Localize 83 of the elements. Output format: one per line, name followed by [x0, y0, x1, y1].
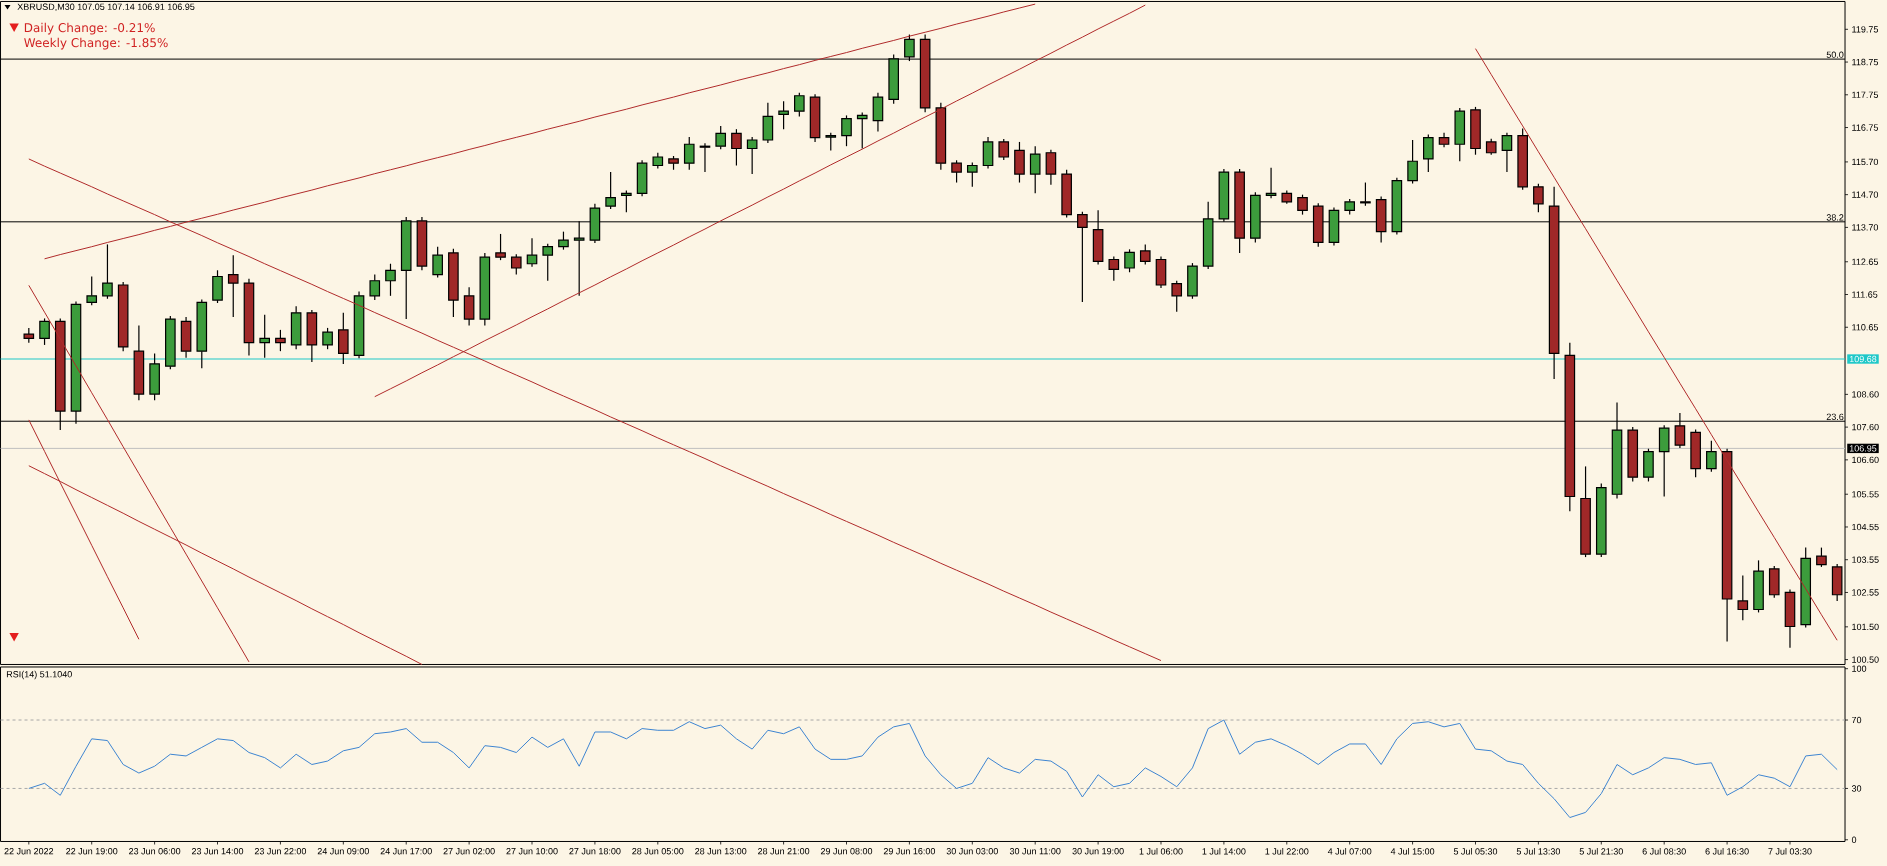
x-tick-label: 27 Jun 18:00 [569, 848, 621, 855]
y-tick-label: 102.55 [1852, 589, 1879, 596]
candlestick [1438, 132, 1450, 148]
x-tick-label: 29 Jun 16:00 [883, 848, 936, 855]
x-tick-label: 1 Jul 14:00 [1202, 848, 1246, 855]
candlestick [133, 325, 145, 401]
y-tick-label: 106.60 [1852, 456, 1879, 464]
y-tick-label: 113.70 [1852, 224, 1879, 231]
y-tick-label: 119.75 [1852, 26, 1879, 33]
candlestick [699, 142, 711, 173]
x-tick-label: 27 Jun 02:00 [443, 848, 495, 855]
candlestick [1784, 588, 1796, 649]
y-tick-label: 103.55 [1852, 556, 1879, 563]
y-tick-label: 108.60 [1852, 391, 1879, 398]
y-tick-label: 100.50 [1852, 656, 1879, 663]
x-tick-label: 23 Jun 14:00 [191, 848, 244, 855]
x-tick-label: 4 Jul 07:00 [1327, 848, 1372, 855]
ref-line-label: 109.68 [1849, 355, 1877, 363]
x-tick-label: 6 Jul 16:30 [1705, 848, 1749, 855]
x-tick-label: 24 Jun 09:00 [317, 848, 369, 855]
candlestick [1045, 149, 1057, 186]
candlestick [290, 305, 302, 350]
x-tick-label: 6 Jul 08:30 [1642, 848, 1686, 855]
x-tick-label: 22 Jun 19:00 [66, 848, 118, 855]
candlestick [227, 254, 239, 318]
x-tick-label: 5 Jul 13:30 [1516, 848, 1561, 855]
candlestick [982, 136, 994, 170]
candlestick [243, 278, 255, 357]
chart-title: RSI(14) 51.1040 [6, 670, 72, 680]
y-tick-label: 70 [1852, 716, 1862, 724]
x-tick-label: 29 Jun 08:00 [820, 848, 873, 855]
x-tick-label: 27 Jun 10:00 [506, 848, 558, 855]
candlestick [1501, 132, 1513, 173]
annotation: 23.6 [1826, 413, 1844, 421]
x-tick-label: 30 Jun 03:00 [946, 848, 998, 855]
y-tick-label: 114.70 [1852, 191, 1879, 198]
candlestick [463, 286, 475, 327]
candlestick [353, 290, 365, 359]
x-tick-label: 28 Jun 21:00 [758, 848, 810, 855]
x-tick-label: 7 Jul 03:30 [1768, 848, 1812, 855]
candlestick [809, 93, 821, 143]
x-tick-label: 5 Jul 05:30 [1453, 848, 1498, 855]
x-tick-label: 22 Jun 2022 [4, 848, 54, 855]
candlestick [762, 102, 774, 144]
annotation: 38.2 [1826, 214, 1844, 221]
y-tick-label: 0 [1851, 836, 1857, 843]
candlestick [306, 309, 318, 363]
x-tick-label: 1 Jul 06:00 [1139, 848, 1183, 855]
candlestick [1265, 167, 1277, 199]
x-tick-label: 28 Jun 05:00 [632, 848, 684, 855]
x-tick-label: 28 Jun 13:00 [695, 848, 747, 855]
y-tick-label: 104.55 [1852, 523, 1879, 531]
y-tick-label: 107.60 [1852, 423, 1879, 431]
y-tick-label: 111.65 [1852, 291, 1878, 298]
y-tick-label: 115.70 [1852, 158, 1879, 166]
y-tick-label: 118.75 [1852, 58, 1879, 66]
y-tick-label: 105.55 [1852, 491, 1879, 498]
x-tick-label: 5 Jul 21:30 [1579, 848, 1623, 855]
x-tick-label: 30 Jun 19:00 [1072, 848, 1124, 855]
y-tick-label: 116.75 [1852, 124, 1879, 131]
x-tick-label: 23 Jun 06:00 [129, 848, 181, 855]
ref-line-label: 106.95 [1849, 445, 1877, 452]
x-tick-label: 1 Jul 22:00 [1265, 848, 1309, 855]
x-tick-label: 30 Jun 11:00 [1009, 848, 1061, 855]
candlestick [1155, 255, 1167, 289]
annotation: 50.0 [1826, 51, 1844, 58]
candlestick [1721, 448, 1733, 643]
y-tick-label: 30 [1851, 785, 1862, 792]
x-tick-label: 23 Jun 22:00 [254, 848, 307, 855]
chart-title: XBRUSD,M30 107.05 107.14 106.91 106.95 [17, 3, 195, 12]
y-tick-label: 101.50 [1852, 623, 1879, 631]
y-tick-label: 110.65 [1852, 324, 1879, 331]
candlestick [180, 316, 192, 359]
candlestick [636, 159, 648, 197]
candlestick [872, 92, 884, 133]
y-tick-label: 100 [1852, 665, 1867, 672]
line-series [28, 719, 1838, 819]
annotation: Daily Change: -0.21% [24, 22, 155, 35]
x-tick-label: 24 Jun 17:00 [380, 848, 432, 855]
x-tick-label: 4 Jul 15:00 [1390, 848, 1435, 855]
y-tick-label: 117.75 [1852, 91, 1879, 98]
y-tick-label: 112.65 [1852, 258, 1879, 265]
annotation: Weekly Change: -1.85% [24, 37, 168, 50]
